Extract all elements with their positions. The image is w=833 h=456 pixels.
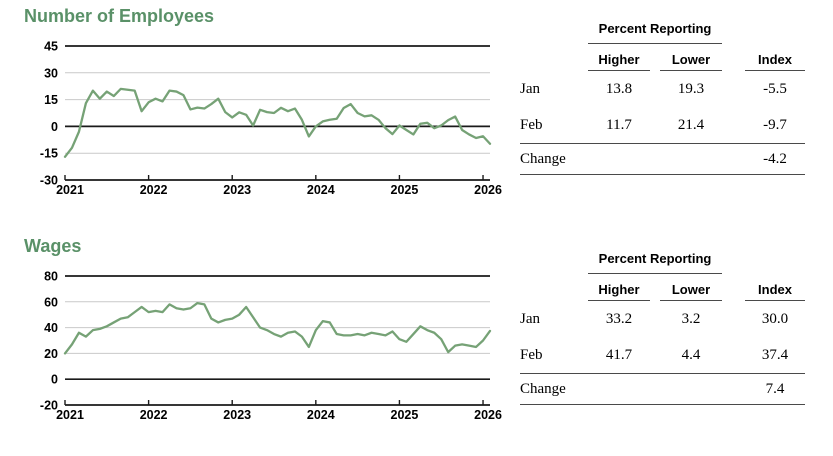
- x-axis-tick-label: 2022: [140, 408, 168, 422]
- column-header-lower: Lower: [660, 49, 722, 71]
- y-axis-tick-label: 80: [44, 270, 58, 284]
- x-axis-tick-label: 2026: [474, 408, 502, 422]
- y-axis-tick-label: 20: [44, 347, 58, 361]
- y-axis-tick-label: -15: [40, 147, 58, 161]
- x-axis-tick-label: 2025: [391, 183, 419, 197]
- feb-lower-value: 21.4: [677, 116, 705, 133]
- table-row-jan: Jan 13.8 19.3 -5.5: [520, 71, 805, 107]
- row-label: Change: [520, 150, 566, 167]
- row-label: Jan: [520, 310, 540, 327]
- wages-line-chart: -20 0 20 40 60 80 2021 2022 2023 2024 2025 2026: [40, 270, 502, 423]
- y-axis-tick-label: 45: [44, 40, 58, 54]
- number-of-employees-line-chart: -30 -15 0 15 30 45 2021 2022 2023 2024 2025 2026: [40, 40, 502, 198]
- table-header-row: Higher Lower Index: [520, 279, 805, 301]
- table-row-feb: Feb 41.7 4.4 37.4: [520, 337, 805, 373]
- chart-title-number-of-employees: Number of Employees: [24, 6, 215, 26]
- x-axis-tick-label: 2022: [140, 183, 168, 197]
- jan-lower-value: 19.3: [677, 80, 705, 97]
- feb-index-value: 37.4: [761, 346, 789, 363]
- change-index-value: 7.4: [765, 380, 785, 397]
- jan-index-value: 30.0: [761, 310, 789, 327]
- x-axis-tick-label: 2025: [391, 408, 419, 422]
- table-row-change: Change -4.2: [520, 143, 805, 175]
- x-axis-tick-label: 2021: [56, 408, 84, 422]
- table-row-change: Change 7.4: [520, 373, 805, 405]
- x-axis-tick-label: 2026: [474, 183, 502, 197]
- jan-higher-value: 13.8: [605, 80, 633, 97]
- wages-summary-table: Percent Reporting Higher Lower Index Jan…: [520, 246, 805, 405]
- table-row-jan: Jan 33.2 3.2 30.0: [520, 301, 805, 337]
- y-axis-tick-label: -20: [40, 399, 58, 413]
- row-label: Jan: [520, 80, 540, 97]
- row-label: Feb: [520, 346, 543, 363]
- feb-higher-value: 11.7: [606, 116, 632, 133]
- feb-lower-value: 4.4: [681, 346, 701, 363]
- column-header-higher: Higher: [588, 49, 650, 71]
- jan-lower-value: 3.2: [681, 310, 701, 327]
- column-header-index: Index: [745, 49, 805, 71]
- y-axis-tick-label: 60: [44, 295, 58, 309]
- x-axis-tick-label: 2021: [56, 183, 84, 197]
- table-header-row: Higher Lower Index: [520, 49, 805, 71]
- row-label: Change: [520, 380, 566, 397]
- y-axis-tick-label: 0: [51, 373, 58, 387]
- percent-reporting-header: Percent Reporting: [588, 246, 722, 274]
- percent-reporting-header: Percent Reporting: [588, 16, 722, 44]
- employees-summary-table: Percent Reporting Higher Lower Index Jan…: [520, 16, 805, 175]
- x-axis-tick-label: 2024: [307, 408, 335, 422]
- y-axis-tick-label: 30: [44, 66, 58, 80]
- y-axis-tick-label: 40: [44, 321, 58, 335]
- y-axis-tick-label: -30: [40, 174, 58, 188]
- jan-higher-value: 33.2: [605, 310, 633, 327]
- y-axis-tick-label: 0: [51, 120, 58, 134]
- data-series-line: [63, 87, 492, 158]
- change-index-value: -4.2: [763, 150, 787, 167]
- jan-index-value: -5.5: [763, 80, 787, 97]
- column-header-index: Index: [745, 279, 805, 301]
- column-header-higher: Higher: [588, 279, 650, 301]
- y-axis-tick-label: 15: [44, 93, 58, 107]
- column-header-lower: Lower: [660, 279, 722, 301]
- x-axis-tick-label: 2023: [223, 408, 251, 422]
- feb-higher-value: 41.7: [605, 346, 633, 363]
- row-label: Feb: [520, 116, 543, 133]
- table-row-feb: Feb 11.7 21.4 -9.7: [520, 107, 805, 143]
- x-axis-tick-label: 2024: [307, 183, 335, 197]
- x-axis-tick-label: 2023: [223, 183, 251, 197]
- data-series-line: [63, 301, 492, 355]
- chart-title-wages: Wages: [24, 236, 82, 256]
- feb-index-value: -9.7: [763, 116, 787, 133]
